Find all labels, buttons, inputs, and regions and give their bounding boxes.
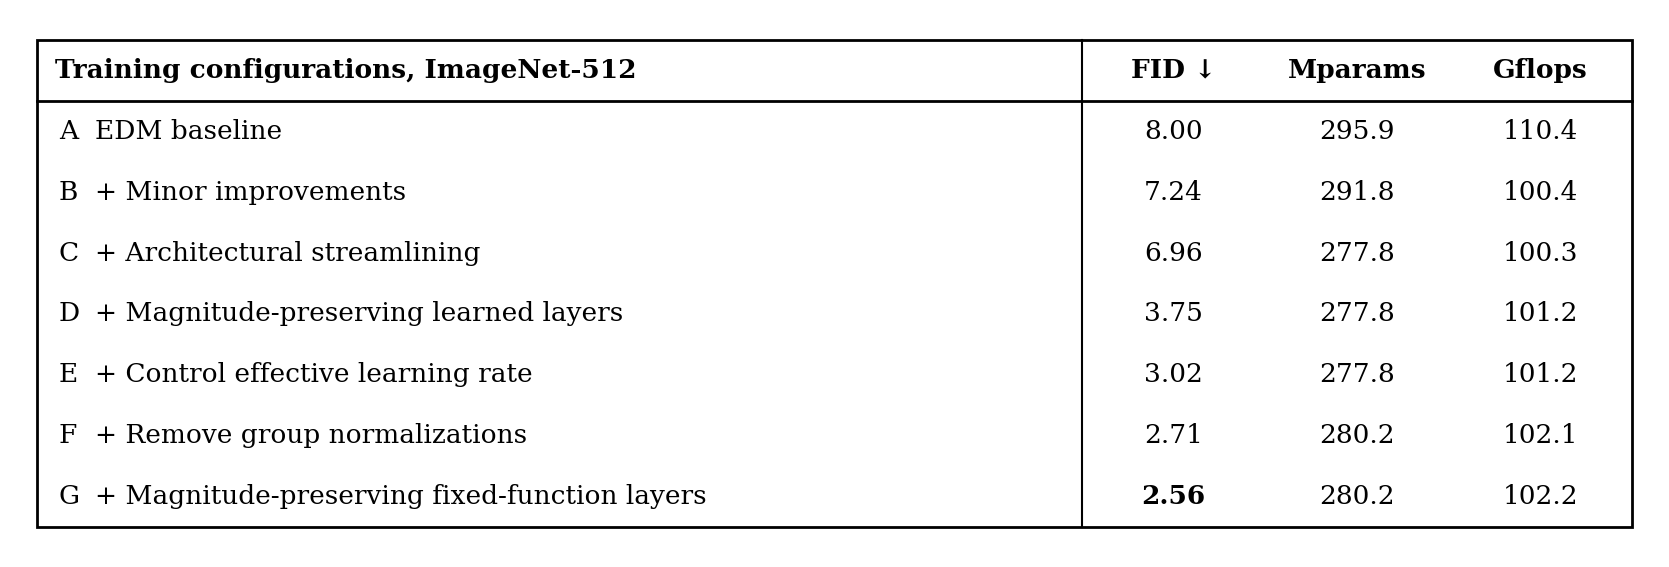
Text: + Control effective learning rate: + Control effective learning rate [95, 362, 532, 387]
Text: C: C [58, 240, 78, 265]
Text: 277.8: 277.8 [1319, 362, 1395, 387]
Text: 295.9: 295.9 [1319, 119, 1395, 143]
Text: 6.96: 6.96 [1145, 240, 1203, 265]
Text: 291.8: 291.8 [1319, 180, 1395, 205]
Text: + Architectural streamlining: + Architectural streamlining [95, 240, 481, 265]
Text: 2.71: 2.71 [1145, 424, 1203, 448]
Text: 277.8: 277.8 [1319, 240, 1395, 265]
Text: 2.56: 2.56 [1142, 484, 1205, 509]
Text: + Minor improvements: + Minor improvements [95, 180, 406, 205]
Text: A: A [58, 119, 78, 143]
Text: 7.24: 7.24 [1145, 180, 1203, 205]
Text: FID ↓: FID ↓ [1132, 58, 1217, 83]
Text: 3.75: 3.75 [1145, 302, 1203, 327]
Text: E: E [58, 362, 78, 387]
Text: Gflops: Gflops [1494, 58, 1587, 83]
Text: + Remove group normalizations: + Remove group normalizations [95, 424, 527, 448]
Text: 110.4: 110.4 [1502, 119, 1579, 143]
Text: 8.00: 8.00 [1145, 119, 1203, 143]
Text: + Magnitude-preserving learned layers: + Magnitude-preserving learned layers [95, 302, 623, 327]
Text: Mparams: Mparams [1288, 58, 1427, 83]
Text: D: D [58, 302, 80, 327]
Text: 280.2: 280.2 [1319, 424, 1395, 448]
Text: 277.8: 277.8 [1319, 302, 1395, 327]
Bar [37, 40, 1632, 527]
Text: F: F [58, 424, 77, 448]
Text: 3.02: 3.02 [1145, 362, 1203, 387]
Text: 100.4: 100.4 [1502, 180, 1579, 205]
Text: 101.2: 101.2 [1502, 362, 1579, 387]
Text: 101.2: 101.2 [1502, 302, 1579, 327]
Text: EDM baseline: EDM baseline [95, 119, 282, 143]
Text: + Magnitude-preserving fixed-function layers: + Magnitude-preserving fixed-function la… [95, 484, 706, 509]
Text: G: G [58, 484, 80, 509]
Text: 102.2: 102.2 [1502, 484, 1579, 509]
Text: 102.1: 102.1 [1502, 424, 1579, 448]
Text: 280.2: 280.2 [1319, 484, 1395, 509]
Text: Training configurations, ImageNet-512: Training configurations, ImageNet-512 [55, 58, 636, 83]
Text: B: B [58, 180, 78, 205]
Text: 100.3: 100.3 [1502, 240, 1579, 265]
